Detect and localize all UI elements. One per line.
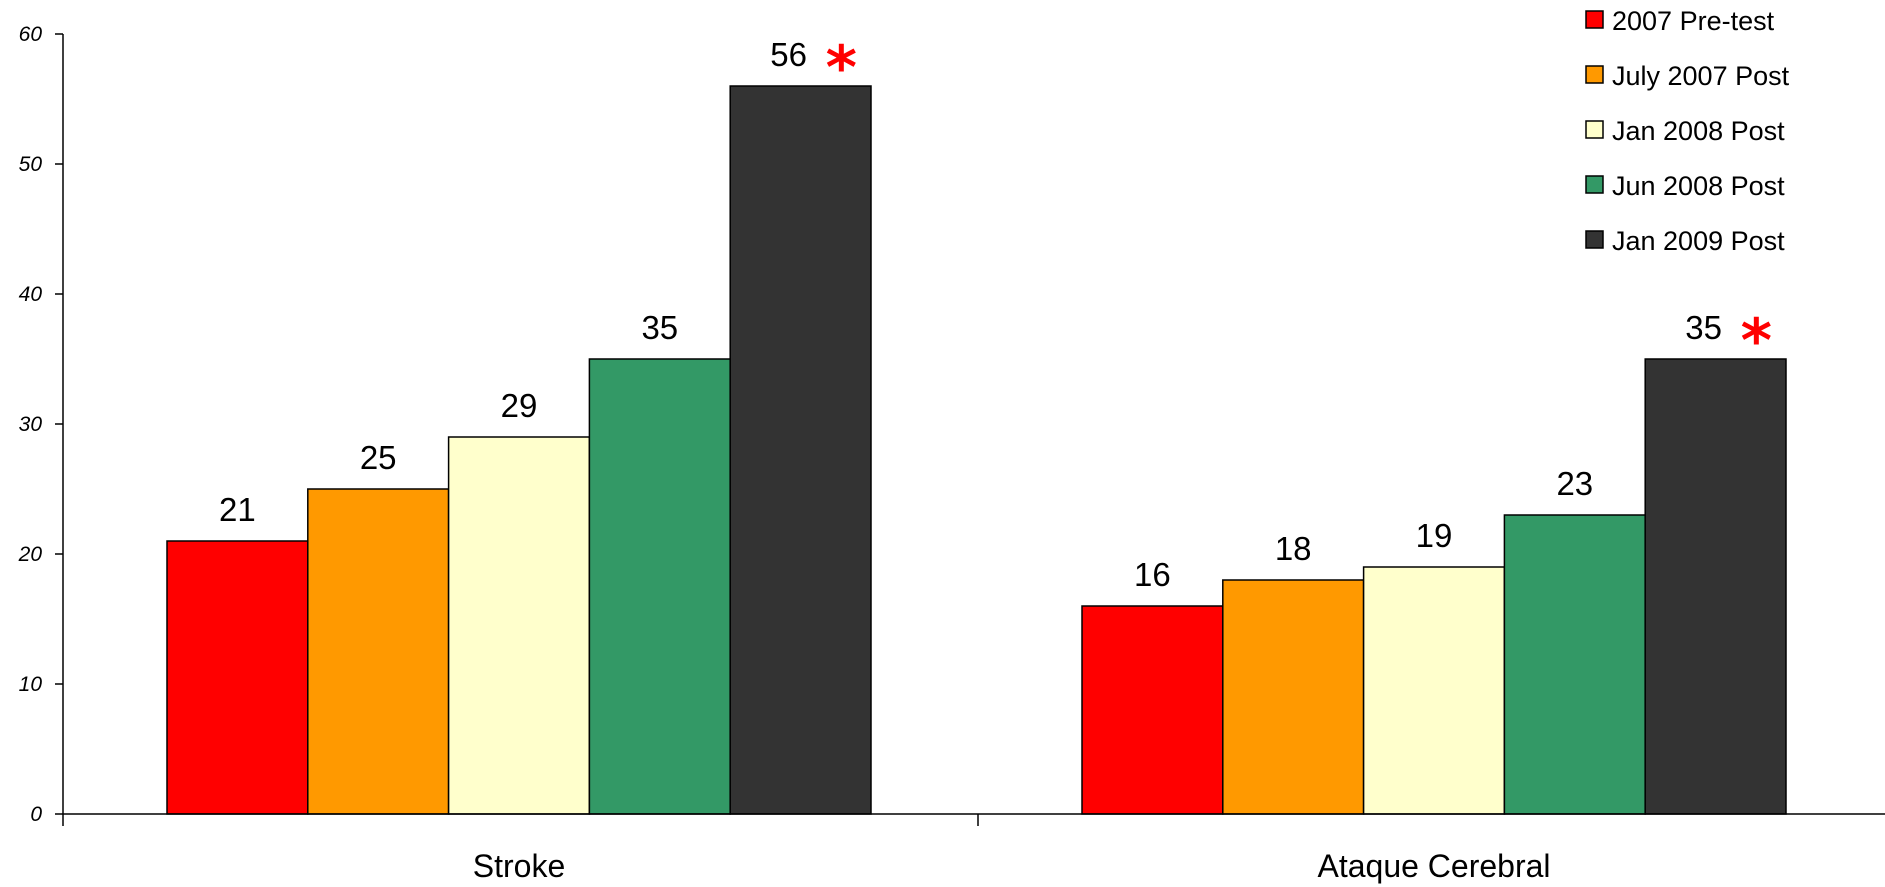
data-label: 16 <box>1134 556 1171 593</box>
data-label: 35 <box>1685 309 1722 346</box>
bar <box>1222 579 1365 815</box>
data-label: 18 <box>1275 530 1312 567</box>
legend-label: 2007 Pre-test <box>1612 6 1775 36</box>
legend-item: Jan 2008 Post <box>1585 116 1785 146</box>
y-tick-label: 60 <box>19 23 43 46</box>
bar <box>1503 514 1646 815</box>
legend-item: Jan 2009 Post <box>1585 226 1785 256</box>
bars: 21 25 29 35 56 * 16 18 19 23 35 * <box>166 33 1787 815</box>
legend-item: July 2007 Post <box>1585 61 1790 91</box>
y-axis: 0 10 20 30 40 50 60 <box>18 23 64 826</box>
x-category-label: Stroke <box>473 848 565 884</box>
y-tick-label: 20 <box>18 543 43 566</box>
legend-label: Jun 2008 Post <box>1612 171 1785 201</box>
bar <box>588 358 731 815</box>
legend-item: Jun 2008 Post <box>1585 171 1785 201</box>
bar <box>1081 605 1224 815</box>
bar <box>307 488 450 815</box>
y-tick-label: 30 <box>19 413 43 436</box>
bar <box>166 540 309 815</box>
data-label: 23 <box>1556 465 1593 502</box>
y-tick-label: 50 <box>19 153 43 176</box>
legend: 2007 Pre-test July 2007 Post Jan 2008 Post… <box>1585 6 1790 256</box>
legend-label: Jan 2008 Post <box>1612 116 1785 146</box>
legend-swatch <box>1585 10 1604 29</box>
significance-asterisk: * <box>1741 306 1772 376</box>
y-tick-label: 10 <box>19 673 43 696</box>
data-label: 19 <box>1416 517 1453 554</box>
bar <box>1362 566 1506 815</box>
y-tick-label: 0 <box>30 803 42 826</box>
legend-label: July 2007 Post <box>1612 61 1790 91</box>
data-label: 35 <box>641 309 678 346</box>
x-category-label: Ataque Cerebral <box>1317 848 1550 884</box>
data-label: 29 <box>501 387 538 424</box>
legend-swatch <box>1585 175 1604 194</box>
legend-label: Jan 2009 Post <box>1612 226 1785 256</box>
significance-asterisk: * <box>826 33 857 103</box>
y-tick-label: 40 <box>19 283 43 306</box>
x-axis: Stroke Ataque Cerebral <box>62 813 1885 884</box>
legend-swatch <box>1585 120 1604 139</box>
data-label: 25 <box>360 439 397 476</box>
bar <box>1644 358 1787 815</box>
bar <box>729 85 872 815</box>
legend-swatch <box>1585 230 1604 249</box>
legend-swatch <box>1585 65 1604 84</box>
data-label: 56 <box>770 36 807 73</box>
data-label: 21 <box>219 491 256 528</box>
bar <box>447 436 591 815</box>
legend-item: 2007 Pre-test <box>1585 6 1775 36</box>
